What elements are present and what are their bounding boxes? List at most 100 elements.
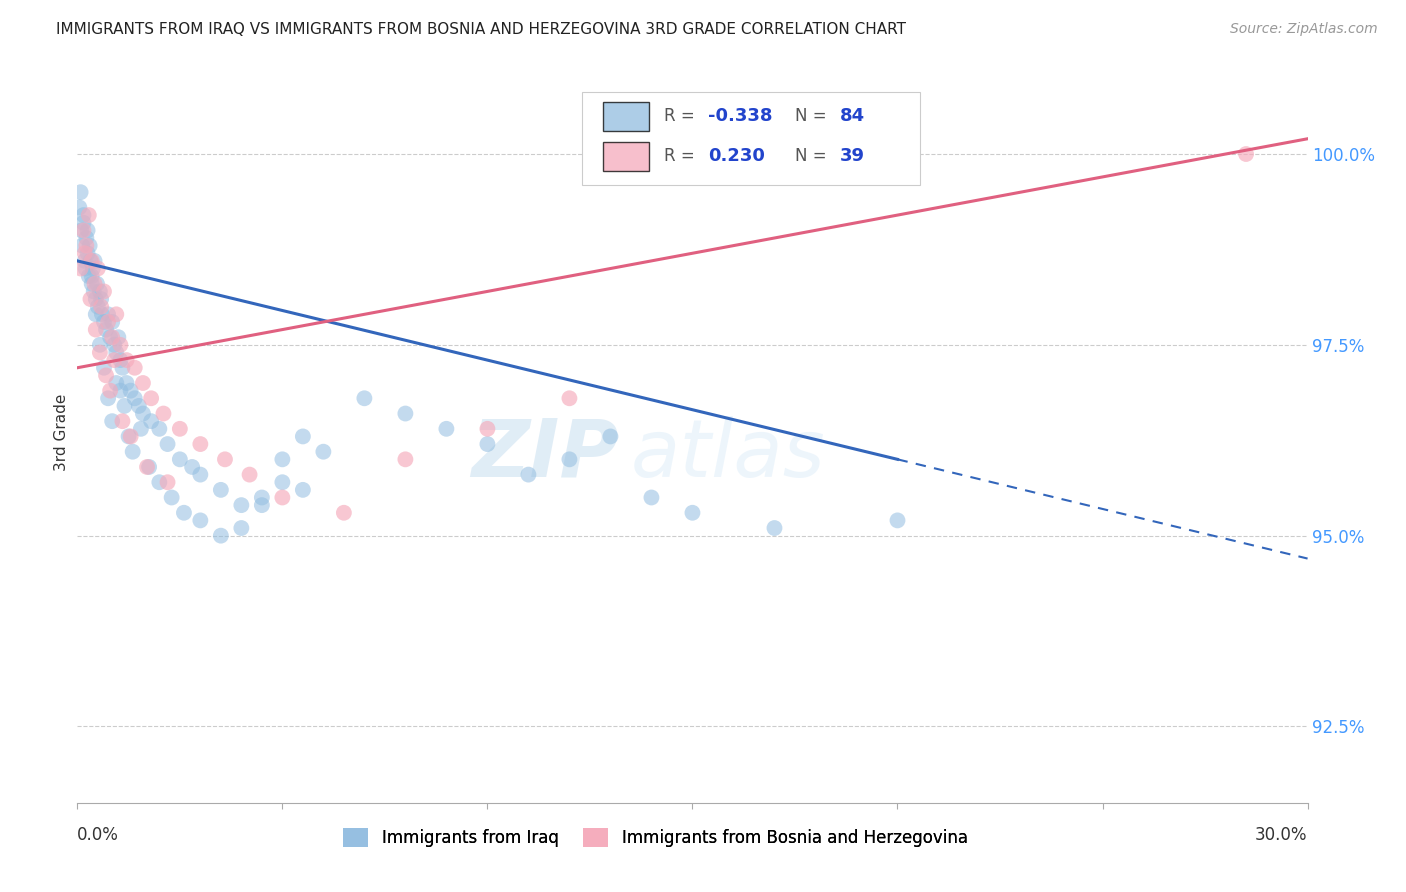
- Point: [124, 360, 146, 375]
- Y-axis label: 3rd Grade: 3rd Grade: [53, 394, 69, 471]
- Point: [73, 246, 96, 260]
- Text: 84: 84: [841, 108, 865, 126]
- Point: [152, 407, 174, 421]
- Point: [682, 506, 704, 520]
- Point: [333, 506, 356, 520]
- Point: [271, 452, 294, 467]
- FancyBboxPatch shape: [603, 103, 650, 130]
- Point: [160, 491, 183, 505]
- Point: [169, 422, 191, 436]
- Point: [84, 322, 107, 336]
- Point: [111, 360, 134, 375]
- Point: [80, 269, 103, 284]
- Point: [188, 513, 212, 527]
- Point: [148, 475, 170, 490]
- Text: R =: R =: [664, 147, 706, 165]
- Text: R =: R =: [664, 108, 700, 126]
- Point: [72, 216, 94, 230]
- Point: [132, 376, 155, 390]
- Point: [1234, 147, 1257, 161]
- Text: IMMIGRANTS FROM IRAQ VS IMMIGRANTS FROM BOSNIA AND HERZEGOVINA 3RD GRADE CORRELA: IMMIGRANTS FROM IRAQ VS IMMIGRANTS FROM …: [56, 22, 907, 37]
- Point: [84, 292, 107, 306]
- Point: [110, 338, 132, 352]
- Point: [120, 384, 142, 398]
- Text: 0.0%: 0.0%: [77, 826, 120, 844]
- Point: [886, 513, 908, 527]
- Point: [73, 253, 96, 268]
- Point: [97, 391, 120, 405]
- Point: [82, 261, 104, 276]
- Point: [69, 261, 91, 276]
- Point: [77, 269, 100, 284]
- Point: [76, 246, 98, 260]
- Point: [69, 185, 91, 199]
- Point: [110, 384, 132, 398]
- Point: [101, 315, 124, 329]
- Point: [231, 521, 253, 535]
- Point: [312, 444, 335, 458]
- Point: [129, 422, 152, 436]
- Point: [67, 201, 90, 215]
- Point: [239, 467, 262, 482]
- Point: [124, 391, 146, 405]
- Point: [86, 277, 108, 291]
- Point: [83, 277, 105, 291]
- Point: [136, 460, 159, 475]
- Point: [101, 330, 124, 344]
- Point: [75, 238, 97, 252]
- Point: [141, 391, 163, 405]
- Text: N =: N =: [794, 147, 831, 165]
- Point: [83, 253, 105, 268]
- Point: [394, 407, 416, 421]
- Point: [110, 353, 132, 368]
- Point: [79, 253, 101, 268]
- Point: [97, 307, 120, 321]
- Point: [90, 300, 112, 314]
- Point: [83, 285, 105, 299]
- Point: [75, 261, 97, 276]
- Point: [271, 491, 294, 505]
- Point: [93, 360, 115, 375]
- Point: [558, 452, 581, 467]
- Point: [156, 475, 179, 490]
- Point: [291, 483, 314, 497]
- Point: [138, 460, 160, 475]
- Point: [103, 353, 125, 368]
- Point: [70, 238, 93, 252]
- Point: [640, 491, 662, 505]
- Point: [517, 467, 540, 482]
- Point: [115, 376, 138, 390]
- Point: [231, 498, 253, 512]
- Text: 30.0%: 30.0%: [1256, 826, 1308, 844]
- Point: [98, 330, 121, 344]
- Point: [111, 414, 134, 428]
- Point: [94, 368, 117, 383]
- Point: [84, 307, 107, 321]
- Point: [120, 429, 142, 443]
- Point: [89, 285, 111, 299]
- Point: [89, 345, 111, 359]
- Point: [148, 422, 170, 436]
- Point: [291, 429, 314, 443]
- Text: Source: ZipAtlas.com: Source: ZipAtlas.com: [1230, 22, 1378, 37]
- Text: N =: N =: [794, 108, 831, 126]
- Point: [114, 399, 136, 413]
- Point: [75, 231, 97, 245]
- Text: ZIP: ZIP: [471, 416, 619, 494]
- Point: [90, 307, 114, 321]
- Point: [477, 437, 499, 451]
- Point: [80, 253, 103, 268]
- Point: [209, 483, 232, 497]
- Point: [97, 315, 120, 329]
- Text: -0.338: -0.338: [709, 108, 773, 126]
- Point: [117, 429, 139, 443]
- Point: [105, 376, 128, 390]
- Point: [79, 292, 101, 306]
- Point: [115, 353, 138, 368]
- Point: [89, 338, 111, 352]
- Point: [87, 300, 110, 314]
- Point: [209, 529, 232, 543]
- Point: [353, 391, 375, 405]
- Point: [103, 338, 125, 352]
- Point: [181, 460, 204, 475]
